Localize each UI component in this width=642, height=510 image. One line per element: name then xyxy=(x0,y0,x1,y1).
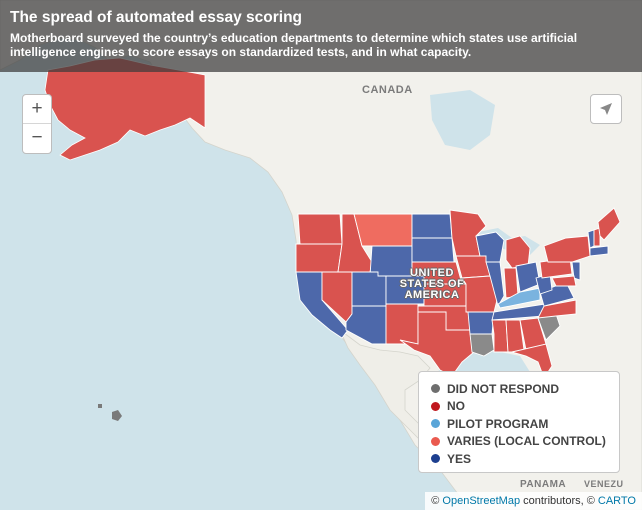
zoom-control: + − xyxy=(22,94,52,154)
state-texas[interactable] xyxy=(399,311,477,377)
legend-swatch xyxy=(431,454,440,464)
map-legend: DID NOT RESPOND NO PILOT PROGRAM VARIES … xyxy=(418,371,620,473)
label-venezuela: VENEZU xyxy=(584,479,624,489)
legend-item-did-not-respond: DID NOT RESPOND xyxy=(431,380,619,398)
state-louisiana[interactable] xyxy=(469,333,495,357)
state-mississippi[interactable] xyxy=(491,319,509,353)
map-title: The spread of automated essay scoring xyxy=(10,9,303,26)
state-north-dakota[interactable] xyxy=(411,213,453,239)
legend-label: YES xyxy=(447,451,472,466)
state-maryland[interactable] xyxy=(551,275,577,287)
state-indiana[interactable] xyxy=(503,267,519,299)
state-maine[interactable] xyxy=(597,207,621,241)
title-banner: The spread of automated essay scoring Mo… xyxy=(0,0,642,72)
legend-item-varies: VARIES (LOCAL CONTROL) xyxy=(431,433,619,451)
legend-label: VARIES (LOCAL CONTROL) xyxy=(447,434,606,449)
attribution-middle: contributors, © xyxy=(520,495,598,507)
state-oregon[interactable] xyxy=(295,243,343,273)
legend-swatch xyxy=(431,384,440,394)
label-panama: PANAMA xyxy=(520,479,567,490)
state-arkansas[interactable] xyxy=(467,311,495,335)
openstreetmap-link[interactable]: OpenStreetMap xyxy=(442,495,521,507)
label-usa-line1: UNITED xyxy=(410,267,454,279)
us-states xyxy=(295,207,621,379)
locate-button[interactable] xyxy=(590,94,622,124)
label-canada: CANADA xyxy=(362,84,413,96)
state-washington[interactable] xyxy=(297,213,343,245)
legend-label: PILOT PROGRAM xyxy=(447,416,549,431)
state-hawaii-small xyxy=(98,404,102,408)
state-utah[interactable] xyxy=(351,271,387,307)
state-massachusetts[interactable] xyxy=(589,245,609,257)
carto-link[interactable]: CARTO xyxy=(597,495,636,507)
state-new-mexico[interactable] xyxy=(385,303,419,345)
state-new-hampshire[interactable] xyxy=(593,227,601,247)
legend-item-pilot-program: PILOT PROGRAM xyxy=(431,415,619,433)
state-south-dakota[interactable] xyxy=(411,237,455,263)
attribution-prefix: © xyxy=(431,495,443,507)
legend-item-no: NO xyxy=(431,398,619,416)
state-new-jersey[interactable] xyxy=(571,261,581,281)
hudson-bay xyxy=(430,90,495,150)
legend-swatch xyxy=(431,401,440,411)
state-north-carolina[interactable] xyxy=(537,299,577,319)
map-attribution: © OpenStreetMap contributors, © CARTO xyxy=(425,492,642,510)
label-usa-line2: STATES OF xyxy=(399,278,465,290)
label-usa-line3: AMERICA xyxy=(404,289,460,301)
zoom-out-button[interactable]: − xyxy=(31,127,43,148)
map-subtitle: Motherboard surveyed the country’s educa… xyxy=(10,31,578,59)
legend-item-yes: YES xyxy=(431,450,619,468)
legend-swatch xyxy=(431,436,440,446)
legend-label: NO xyxy=(447,399,465,414)
legend-label: DID NOT RESPOND xyxy=(447,381,560,396)
state-montana[interactable] xyxy=(353,213,413,247)
legend-swatch xyxy=(431,419,440,429)
zoom-in-button[interactable]: + xyxy=(23,95,51,124)
navigation-arrow-icon xyxy=(600,103,612,115)
state-illinois[interactable] xyxy=(485,261,505,308)
state-hawaii[interactable] xyxy=(112,410,122,421)
label-usa: UNITED STATES OF AMERICA xyxy=(398,268,466,301)
